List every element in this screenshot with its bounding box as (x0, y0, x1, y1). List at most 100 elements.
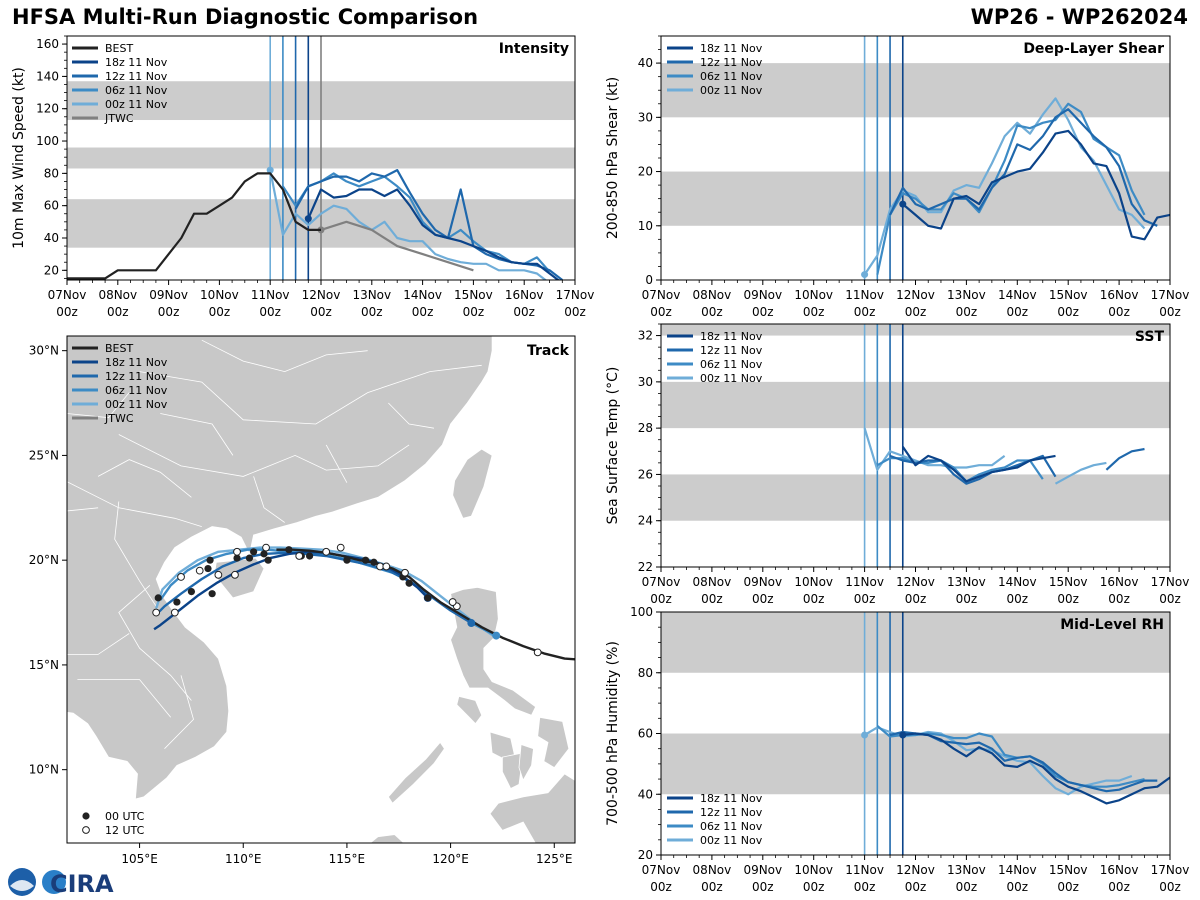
border-line-11 (253, 476, 285, 523)
border-line-5 (164, 675, 194, 749)
sst-title: SST (1135, 329, 1165, 345)
intensity-xtick-label: 00z (310, 305, 332, 319)
sst-ytick-label: 30 (638, 375, 653, 389)
cira-logo-text: CIRA (50, 870, 114, 898)
shear-ytick-label: 20 (638, 165, 653, 179)
land-polygon-8 (501, 752, 524, 790)
rh-legend-label-r00: 00z 11 Nov (700, 834, 763, 847)
shear-plot-area (661, 36, 1170, 280)
rh-xtick-label: 11Nov (845, 863, 884, 877)
intensity-legend-label-best: BEST (105, 42, 133, 55)
track-point-12utc (401, 568, 409, 577)
track-line-r00 (155, 546, 497, 639)
rh-xtick-label: 00z (854, 880, 876, 894)
shear-ytick-label: 0 (645, 273, 653, 287)
rh-xtick-label: 15Nov (1049, 863, 1088, 877)
intensity-xtick-label: 09Nov (149, 288, 188, 302)
track-ytick-label: 30°N (29, 344, 59, 358)
shear-xtick-label: 00z (905, 305, 927, 319)
rh-xtick-label: 08Nov (693, 863, 732, 877)
rh-xtick-label: 00z (650, 880, 672, 894)
shear-xtick-label: 00z (1159, 305, 1181, 319)
intensity-marker-r18 (304, 215, 312, 223)
track-start-marker-r12 (467, 619, 476, 628)
intensity-series-r06 (281, 172, 551, 273)
intensity-xtick-label: 16Nov (505, 288, 544, 302)
track-legend-12utc-label: 12 UTC (105, 824, 145, 837)
intensity-legend-label-r06: 06z 11 Nov (105, 84, 168, 97)
rh-xtick-label: 00z (752, 880, 774, 894)
rh-xtick-label: 16Nov (1100, 863, 1139, 877)
rh-xtick-label: 13Nov (947, 863, 986, 877)
rh-ytick-label: 100 (630, 605, 653, 619)
border-line-8 (139, 364, 482, 425)
intensity-ytick-label: 100 (36, 134, 59, 148)
shear-xtick-label: 11Nov (845, 288, 884, 302)
track-point-00utc (250, 548, 258, 556)
shear-xtick-label: 14Nov (998, 288, 1037, 302)
track-point-00utc (245, 554, 254, 562)
rh-xtick-label: 00z (1057, 880, 1079, 894)
rh-xtick-label: 17Nov (1151, 863, 1190, 877)
land-polygon-11 (489, 773, 575, 843)
border-line-6 (67, 633, 130, 655)
border-line-14 (97, 459, 192, 498)
sst-xtick-label: 00z (701, 592, 723, 606)
shear-title: Deep-Layer Shear (1023, 41, 1164, 57)
shear-ylabel: 200-850 hPa Shear (kt) (605, 77, 621, 239)
track-point-12utc (177, 573, 185, 581)
track-point-12utc (322, 547, 331, 556)
rh-xtick-label: 07Nov (642, 863, 681, 877)
shear-marker-r00 (861, 271, 869, 279)
track-legend-00utc-label: 00 UTC (105, 810, 145, 823)
intensity-legend-label-r00: 00z 11 Nov (105, 98, 168, 111)
shear-xtick-label: 15Nov (1049, 288, 1088, 302)
intensity-xtick-label: 11Nov (251, 288, 290, 302)
intensity-legend-label-jtwc: JTWC (104, 112, 134, 125)
track-point-12utc (233, 547, 241, 556)
track-point-00utc (154, 594, 162, 602)
rh-xtick-label: 00z (1108, 880, 1130, 894)
intensity-xtick-label: 17Nov (556, 288, 595, 302)
shear-series-r12 (889, 108, 1158, 227)
track-point-12utc (533, 648, 542, 657)
track-point-00utc (343, 556, 351, 564)
border-line-10 (160, 413, 234, 456)
sst-band-2 (661, 324, 1170, 336)
track-point-00utc (424, 594, 432, 602)
sst-xtick-label: 16Nov (1100, 575, 1139, 589)
shear-legend-label-r18: 18z 11 Nov (700, 42, 763, 55)
rh-legend-label-r06: 06z 11 Nov (700, 820, 763, 833)
border-line-2 (114, 501, 161, 613)
intensity-xtick-label: 14Nov (403, 288, 442, 302)
track-point-00utc (305, 552, 314, 560)
border-line-1 (67, 507, 99, 512)
shear-legend-label-r12: 12z 11 Nov (700, 56, 763, 69)
cira-logo: CIRA (8, 868, 114, 898)
rh-xtick-label: 00z (803, 880, 825, 894)
track-point-00utc (173, 598, 181, 606)
land-polygon-10 (387, 741, 445, 804)
land-polygon-9 (518, 743, 534, 782)
sst-xtick-label: 00z (1159, 592, 1181, 606)
sst-xtick-label: 07Nov (642, 575, 681, 589)
track-point-00utc (187, 587, 196, 596)
shear-xtick-label: 16Nov (1100, 288, 1139, 302)
globe-icon (42, 870, 66, 894)
track-legend-label-r18: 18z 11 Nov (105, 356, 168, 369)
shear-xtick-label: 12Nov (896, 288, 935, 302)
track-ytick-label: 10°N (29, 763, 59, 777)
intensity-xtick-label: 00z (107, 305, 129, 319)
track-point-00utc (370, 558, 378, 566)
land-polygon-5 (456, 695, 483, 725)
track-legend-label-best: BEST (105, 342, 133, 355)
rh-legend-label-r18: 18z 11 Nov (700, 792, 763, 805)
sst-xtick-label: 00z (905, 592, 927, 606)
intensity-xtick-label: 00z (158, 305, 180, 319)
shear-xtick-label: 00z (1108, 305, 1130, 319)
sst-ytick-label: 28 (638, 421, 653, 435)
shear-xtick-label: 00z (1007, 305, 1029, 319)
shear-panel: 0 10 20 30 40 07Nov 00z 08Nov 00z 09Nov 00z 10Nov 00… (605, 35, 1189, 319)
intensity-legend-label-r18: 18z 11 Nov (105, 56, 168, 69)
shear-band-1 (661, 63, 1170, 118)
